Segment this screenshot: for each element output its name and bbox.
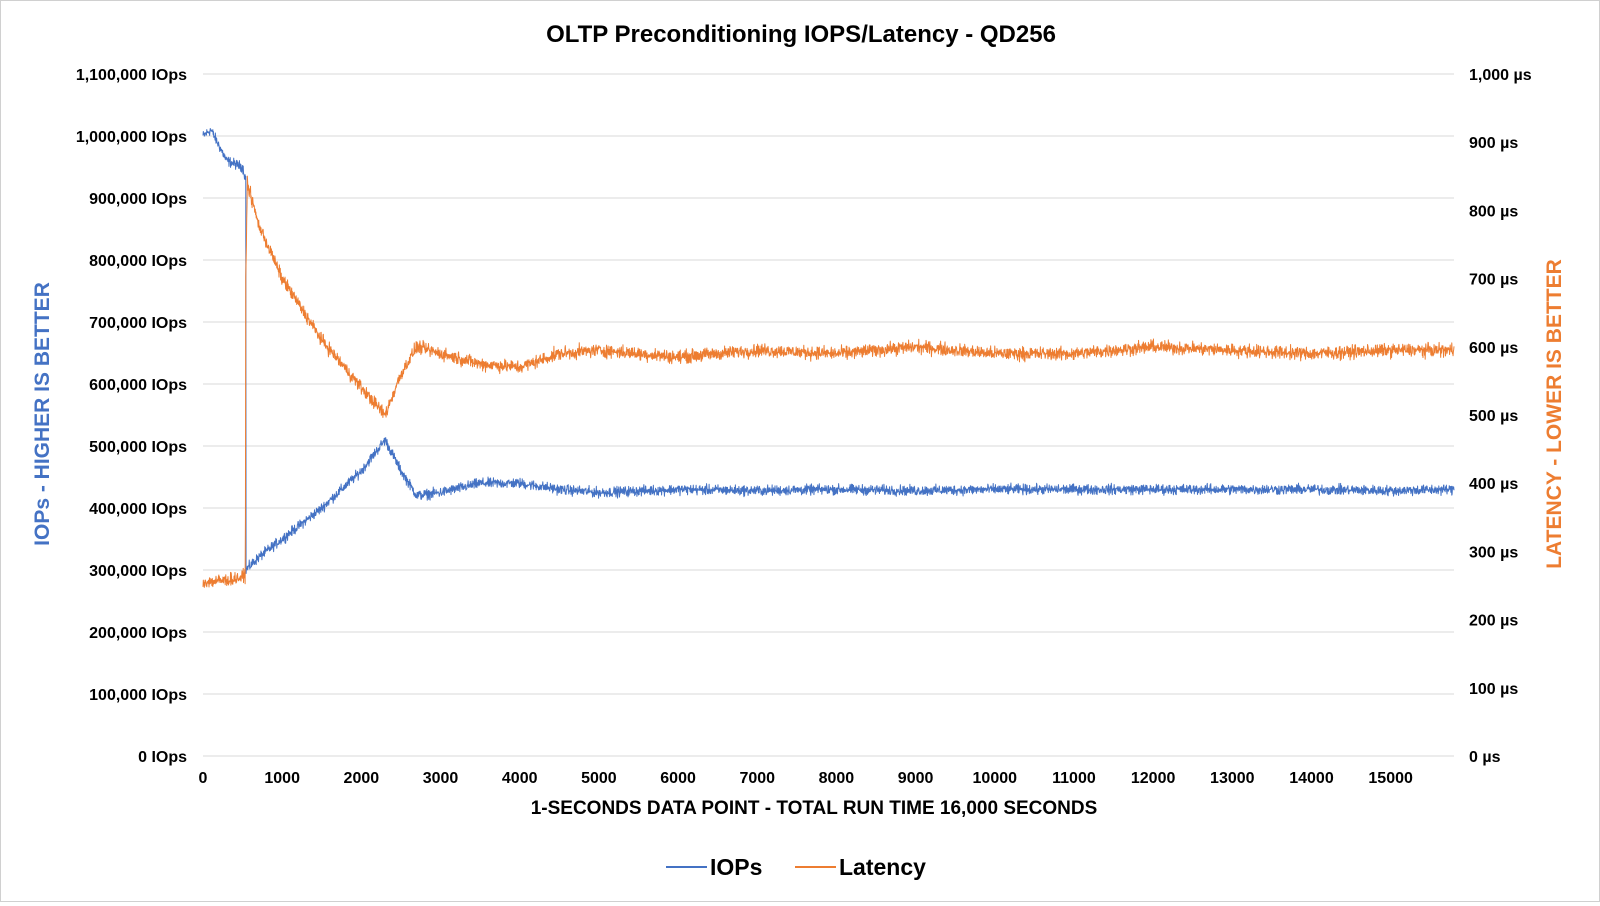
series-layer [202, 127, 1455, 588]
legend-label-iops: IOPs [710, 854, 762, 880]
right-tick-label: 1,000 µs [1469, 67, 1532, 84]
x-tick-label: 14000 [1289, 770, 1334, 787]
left-tick-label: 400,000 IOps [89, 501, 187, 518]
left-tick-label: 1,100,000 IOps [76, 67, 187, 84]
chart-title: OLTP Preconditioning IOPS/Latency - QD25… [546, 21, 1056, 48]
right-tick-label: 500 µs [1469, 408, 1518, 425]
x-tick-label: 11000 [1052, 770, 1096, 787]
right-tick-label: 700 µs [1469, 272, 1518, 289]
series-line-iops [202, 127, 1455, 574]
x-tick-label: 13000 [1210, 770, 1255, 787]
right-tick-label: 800 µs [1469, 203, 1518, 220]
x-axis-title: 1-SECONDS DATA POINT - TOTAL RUN TIME 16… [531, 798, 1098, 819]
left-tick-label: 500,000 IOps [89, 439, 187, 456]
x-tick-label: 4000 [502, 770, 538, 787]
x-tick-label: 2000 [344, 770, 380, 787]
x-tick-label: 0 [199, 770, 208, 787]
x-tick-label: 10000 [973, 770, 1018, 787]
right-tick-label: 200 µs [1469, 613, 1518, 630]
left-tick-label: 900,000 IOps [89, 191, 187, 208]
right-tick-label: 300 µs [1469, 544, 1518, 561]
left-tick-label: 700,000 IOps [89, 315, 187, 332]
x-tick-label: 15000 [1368, 770, 1413, 787]
left-tick-label: 300,000 IOps [89, 563, 187, 580]
left-tick-label: 200,000 IOps [89, 625, 187, 642]
right-tick-label: 600 µs [1469, 340, 1518, 357]
left-tick-label: 600,000 IOps [89, 377, 187, 394]
legend-label-latency: Latency [839, 854, 926, 880]
legend: IOPs Latency [666, 854, 926, 880]
right-axis-ticks: 0 µs 100 µs 200 µs 300 µs 400 µs 500 µs 600 µs… [1469, 67, 1532, 766]
x-tick-label: 1000 [264, 770, 300, 787]
left-tick-label: 800,000 IOps [89, 253, 187, 270]
series-line-latency [202, 175, 1455, 588]
x-tick-label: 9000 [898, 770, 934, 787]
left-axis-ticks: 0 IOps 100,000 IOps 200,000 IOps 300,000 IO… [76, 67, 187, 766]
right-tick-label: 900 µs [1469, 135, 1518, 152]
left-tick-label: 1,000,000 IOps [76, 129, 187, 146]
gridlines [203, 73, 1454, 757]
x-tick-label: 6000 [660, 770, 696, 787]
right-tick-label: 400 µs [1469, 476, 1518, 493]
x-axis-ticks: 0 1000 2000 3000 4000 5000 6000 7000 8000 9000 100… [199, 770, 1413, 787]
left-tick-label: 100,000 IOps [89, 687, 187, 704]
right-axis-title: LATENCY - LOWER IS BETTER [1543, 259, 1566, 569]
x-tick-label: 7000 [739, 770, 775, 787]
x-tick-label: 5000 [581, 770, 617, 787]
left-tick-label: 0 IOps [138, 749, 187, 766]
right-tick-label: 100 µs [1469, 681, 1518, 698]
right-tick-label: 0 µs [1469, 749, 1501, 766]
x-tick-label: 8000 [819, 770, 855, 787]
x-tick-label: 3000 [423, 770, 459, 787]
x-tick-label: 12000 [1131, 770, 1176, 787]
left-axis-title: IOPs - HIGHER IS BETTER [31, 282, 54, 546]
